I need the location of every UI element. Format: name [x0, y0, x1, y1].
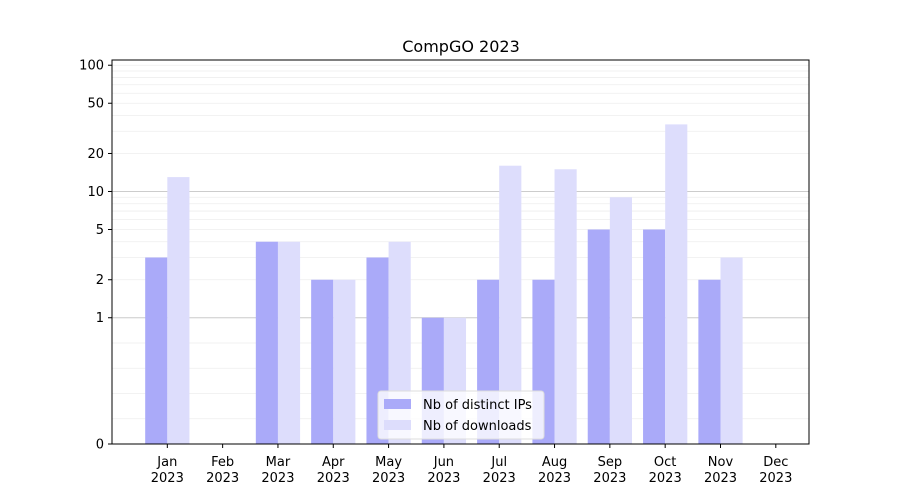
bar-ips — [255, 241, 278, 444]
axes: 0125102050100Jan2023Feb2023Mar2023Apr202… — [79, 59, 810, 486]
bar-ips — [311, 279, 334, 444]
x-tick-label-year: 2023 — [649, 471, 682, 486]
x-tick-label-year: 2023 — [759, 471, 792, 486]
x-tick-label-year: 2023 — [372, 471, 405, 486]
x-tick-label-month: Apr — [322, 455, 345, 470]
x-tick-label-month: Jan — [156, 455, 177, 470]
x-tick-label-month: May — [375, 455, 402, 470]
x-tick-label-year: 2023 — [317, 471, 350, 486]
bars — [145, 124, 743, 445]
x-tick-label-year: 2023 — [593, 471, 626, 486]
x-tick-label-month: Aug — [542, 455, 567, 470]
y-tick-label: 1 — [96, 311, 104, 326]
bar-ips — [587, 229, 610, 444]
x-tick-label-month: Feb — [211, 455, 234, 470]
x-tick-label-month: Dec — [763, 455, 788, 470]
bar-ips — [145, 257, 168, 444]
y-tick-label: 5 — [96, 223, 104, 238]
x-tick-label-year: 2023 — [151, 471, 184, 486]
bar-downloads — [167, 177, 190, 445]
legend-swatch — [384, 420, 411, 430]
y-tick-label: 100 — [79, 59, 104, 74]
x-tick-label-month: Sep — [598, 455, 623, 470]
x-tick-label-month: Jun — [433, 455, 454, 470]
y-tick-label: 20 — [87, 147, 104, 162]
x-tick-label-month: Oct — [654, 455, 676, 470]
legend-label: Nb of distinct IPs — [423, 398, 532, 413]
y-tick-label: 0 — [96, 438, 104, 453]
legend-box — [377, 390, 545, 440]
legend-label: Nb of downloads — [423, 419, 532, 434]
chart-title: CompGO 2023 — [402, 37, 520, 56]
y-tick-label: 50 — [87, 97, 104, 112]
bar-downloads — [554, 169, 577, 444]
x-tick-label-year: 2023 — [427, 471, 460, 486]
x-tick-label-year: 2023 — [704, 471, 737, 486]
legend-swatch — [384, 399, 411, 409]
x-tick-label-month: Jul — [490, 455, 507, 470]
y-tick-label: 2 — [96, 273, 104, 288]
x-tick-label-year: 2023 — [538, 471, 571, 486]
x-tick-label-year: 2023 — [261, 471, 294, 486]
bar-ips — [643, 229, 666, 444]
x-tick-label-month: Mar — [266, 455, 291, 470]
plot-frame — [111, 59, 810, 445]
y-tick-label: 10 — [87, 185, 104, 200]
bar-downloads — [720, 257, 743, 444]
bar-downloads — [665, 124, 688, 444]
bar-downloads — [609, 197, 632, 444]
x-tick-label-month: Nov — [708, 455, 734, 470]
x-tick-label-year: 2023 — [483, 471, 516, 486]
legend: Nb of distinct IPs Nb of downloads — [377, 390, 545, 440]
bar-downloads — [499, 165, 522, 444]
bar-downloads — [333, 279, 356, 444]
bar-ips — [698, 279, 721, 444]
bar-downloads — [277, 241, 301, 444]
x-tick-label-year: 2023 — [206, 471, 239, 486]
grid-lines — [112, 64, 809, 420]
